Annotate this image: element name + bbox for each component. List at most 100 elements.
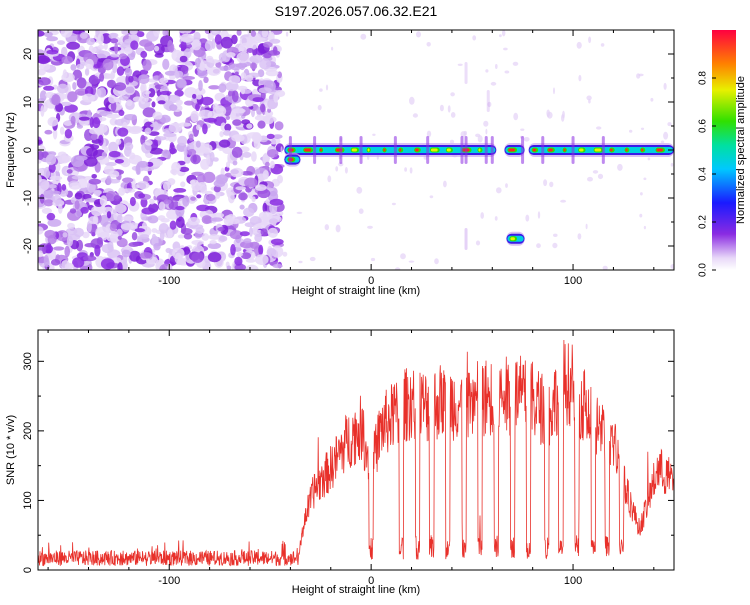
noise-blob <box>102 58 114 71</box>
noise-blob <box>264 110 274 117</box>
noise-blob-faint <box>344 167 348 174</box>
noise-blob <box>250 62 258 70</box>
noise-blob <box>55 103 64 112</box>
noise-blob <box>191 252 204 263</box>
noise-blob <box>169 142 175 149</box>
spectrogram-tracks <box>284 62 674 250</box>
noise-blob <box>178 30 192 34</box>
noise-blob <box>153 139 158 146</box>
spectrogram-xlabel: Height of straight line (km) <box>292 285 420 297</box>
noise-blob <box>205 193 216 202</box>
vertical-streak <box>601 136 605 164</box>
noise-blob <box>174 89 184 97</box>
noise-blob <box>106 234 121 243</box>
noise-blob <box>66 41 80 50</box>
noise-blob <box>70 115 76 125</box>
noise-blob <box>239 231 250 237</box>
noise-blob <box>212 30 219 33</box>
noise-blob <box>262 115 275 125</box>
noise-blob <box>183 146 188 158</box>
noise-blob <box>195 103 200 112</box>
noise-blob <box>38 98 46 102</box>
noise-blob <box>48 163 56 173</box>
noise-blob <box>225 95 230 101</box>
noise-blob <box>266 248 277 257</box>
noise-blob <box>257 120 266 129</box>
noise-blob <box>73 227 84 238</box>
noise-blob <box>209 240 217 245</box>
noise-blob <box>117 127 129 137</box>
signal-track-3 <box>506 231 525 246</box>
noise-blob <box>182 196 190 207</box>
vertical-streak <box>339 136 343 164</box>
noise-blob <box>97 44 105 50</box>
noise-blob <box>222 130 232 136</box>
noise-blob-faint <box>475 240 481 246</box>
noise-blob <box>273 93 279 103</box>
noise-blob <box>147 215 159 224</box>
noise-blob <box>229 63 243 71</box>
noise-blob-faint <box>483 120 489 127</box>
noise-blob <box>236 51 250 64</box>
x-tick-label-2: 100 <box>564 275 582 287</box>
snr-xlabel: Height of straight line (km) <box>292 584 420 596</box>
noise-blob <box>238 192 248 201</box>
noise-blob <box>149 147 164 155</box>
noise-blob <box>235 186 246 191</box>
noise-blob <box>205 55 214 63</box>
noise-blob <box>126 99 133 107</box>
vertical-streak <box>313 136 317 164</box>
noise-blob <box>121 216 134 221</box>
x-tick-label-0: -100 <box>158 275 180 287</box>
track-peak <box>510 237 515 241</box>
noise-blob <box>131 184 140 190</box>
noise-blob <box>220 36 233 49</box>
noise-blob <box>61 155 72 163</box>
noise-blob <box>167 228 173 239</box>
noise-blob <box>214 34 222 45</box>
noise-blob <box>180 181 186 188</box>
noise-blob <box>38 151 44 160</box>
noise-blob <box>196 204 210 212</box>
noise-blob <box>245 74 254 82</box>
noise-blob <box>194 87 206 96</box>
noise-blob <box>218 52 227 62</box>
signal-track-0 <box>284 143 497 157</box>
noise-blob-faint <box>523 137 530 142</box>
noise-blob-faint <box>503 47 508 51</box>
noise-blob <box>194 57 201 68</box>
noise-blob <box>183 48 192 59</box>
noise-blob-faint <box>319 88 323 92</box>
noise-blob <box>84 68 90 76</box>
noise-blob-faint <box>309 256 316 262</box>
noise-blob <box>236 252 243 257</box>
noise-blob <box>226 265 232 270</box>
noise-blob <box>263 41 273 48</box>
noise-blob <box>177 135 188 146</box>
noise-blob <box>79 32 88 39</box>
noise-blob <box>167 40 173 52</box>
noise-blob-faint <box>404 167 407 172</box>
noise-blob-faint <box>588 36 592 44</box>
noise-blob-faint <box>327 175 332 183</box>
snr-axes: -100 0 100 0 100 200 300 <box>22 330 674 587</box>
noise-blob <box>209 151 215 163</box>
noise-blob <box>43 85 55 91</box>
noise-blob <box>267 149 279 158</box>
noise-blob <box>151 228 158 233</box>
noise-blob <box>43 255 50 267</box>
noise-blob <box>113 195 121 202</box>
noise-blob-faint <box>640 127 645 130</box>
noise-blob <box>219 107 225 112</box>
noise-blob <box>64 104 78 113</box>
noise-blob <box>234 256 243 266</box>
noise-blob <box>138 74 150 84</box>
track-peak <box>656 148 664 152</box>
noise-blob <box>64 262 74 270</box>
noise-blob <box>129 30 138 35</box>
noise-blob <box>60 101 72 107</box>
noise-blob-faint <box>372 133 376 136</box>
noise-blob <box>118 96 129 101</box>
noise-blob-faint <box>647 157 651 161</box>
y-tick-label-1: -10 <box>22 190 34 206</box>
